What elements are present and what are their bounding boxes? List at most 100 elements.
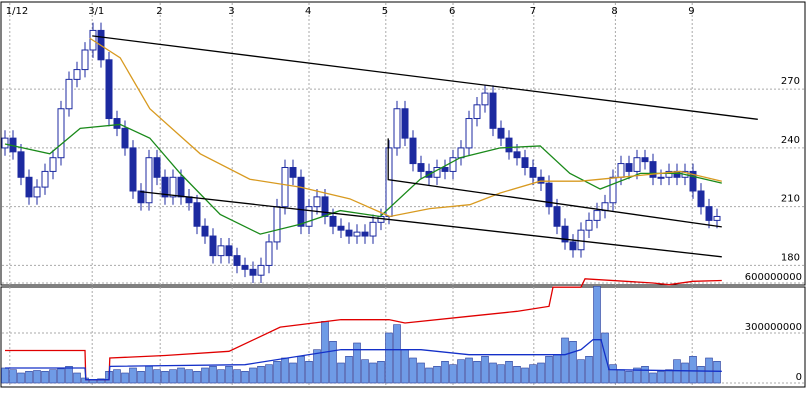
volume-bar <box>265 364 273 384</box>
volume-bar <box>305 361 313 384</box>
candle-body <box>409 137 417 165</box>
x-tick-label: 3 <box>228 6 234 17</box>
candle-body <box>625 163 633 172</box>
line <box>4 123 722 235</box>
volume-bar <box>513 366 521 384</box>
volume-bar <box>465 357 473 384</box>
candle-body <box>417 163 425 172</box>
candle-body <box>273 206 281 243</box>
volume-bar <box>329 341 337 384</box>
x-tick-label: 9 <box>688 6 694 17</box>
volume-bar <box>481 356 489 384</box>
x-tick-label: 7 <box>530 6 536 17</box>
volume-bar <box>521 367 529 384</box>
candle-body <box>585 219 593 231</box>
volume-bar <box>625 371 633 384</box>
candle-body <box>201 225 209 237</box>
candle-body <box>393 108 401 149</box>
candle-body <box>17 151 25 178</box>
candle-body <box>233 255 241 266</box>
candle-body <box>1 137 9 149</box>
volume-bar <box>25 371 33 384</box>
candle-body <box>465 118 473 149</box>
volume-bar <box>441 361 449 384</box>
line <box>89 37 722 218</box>
candle-body <box>321 196 329 217</box>
volume-bar <box>529 364 537 384</box>
candle-body <box>617 163 625 178</box>
candle-body <box>529 167 537 178</box>
volume-bar <box>457 359 465 384</box>
volume-bar <box>17 372 25 384</box>
candle-body <box>401 108 409 139</box>
candle-body <box>561 225 569 243</box>
volume-bar <box>633 367 641 384</box>
volume-bar <box>257 366 265 384</box>
volume-tick-label: 0 <box>796 372 802 383</box>
candle-body <box>161 176 169 198</box>
x-tick-label: 1/12 <box>6 6 28 17</box>
candle-body <box>257 264 265 276</box>
candle-body <box>641 157 649 163</box>
candle-body <box>521 157 529 168</box>
line <box>387 138 722 228</box>
x-tick-label: 3/1 <box>88 6 104 17</box>
volume-bar <box>697 366 705 384</box>
volume-bar <box>169 369 177 384</box>
candle-body <box>145 157 153 204</box>
candle-body <box>153 157 161 178</box>
volume-bar <box>73 372 81 384</box>
candle-body <box>297 176 305 227</box>
volume-bar <box>409 357 417 384</box>
volume-bar <box>49 369 57 384</box>
candle-body <box>305 206 313 227</box>
candle-body <box>697 190 705 208</box>
volume-bar <box>609 364 617 384</box>
volume-bar <box>97 378 105 384</box>
x-tick-label: 2 <box>156 6 162 17</box>
candle-body <box>241 264 249 270</box>
candle-body <box>689 170 697 192</box>
candle-body <box>593 210 601 221</box>
volume-bar <box>377 361 385 384</box>
candle-body <box>289 167 297 178</box>
volume-bar <box>681 362 689 384</box>
candle-body <box>169 176 177 198</box>
volume-bar <box>657 371 665 384</box>
volume-bar <box>425 367 433 384</box>
volume-bar <box>145 366 153 384</box>
candle-body <box>49 157 57 172</box>
candle-body <box>81 49 89 71</box>
candle-body <box>137 190 145 204</box>
candle-body <box>497 127 505 139</box>
candle-body <box>553 206 561 227</box>
candle-body <box>665 170 673 178</box>
candle-body <box>609 176 617 204</box>
volume-bar <box>385 332 393 384</box>
volume-bar <box>241 371 249 384</box>
y-tick-label: 240 <box>781 135 800 146</box>
volume-bar <box>337 362 345 384</box>
volume-bar <box>537 362 545 384</box>
candle-body <box>281 167 289 208</box>
volume-bar <box>57 368 65 384</box>
x-tick-label: 5 <box>382 6 388 17</box>
volume-bar <box>289 362 297 384</box>
candle-body <box>129 147 137 192</box>
volume-bar <box>553 354 561 384</box>
candle-body <box>505 137 513 153</box>
candle-body <box>217 245 225 257</box>
volume-bar <box>617 369 625 384</box>
volume-bar <box>417 362 425 384</box>
volume-bar <box>137 371 145 384</box>
volume-bar <box>185 369 193 384</box>
candle-body <box>457 147 465 159</box>
candle-body <box>225 245 233 257</box>
volume-bar <box>505 361 513 384</box>
volume-bar <box>433 366 441 384</box>
volume-bar <box>1 367 9 384</box>
candle-body <box>265 241 273 266</box>
volume-bar <box>297 356 305 384</box>
candle-body <box>73 69 81 80</box>
volume-bar <box>121 372 129 384</box>
